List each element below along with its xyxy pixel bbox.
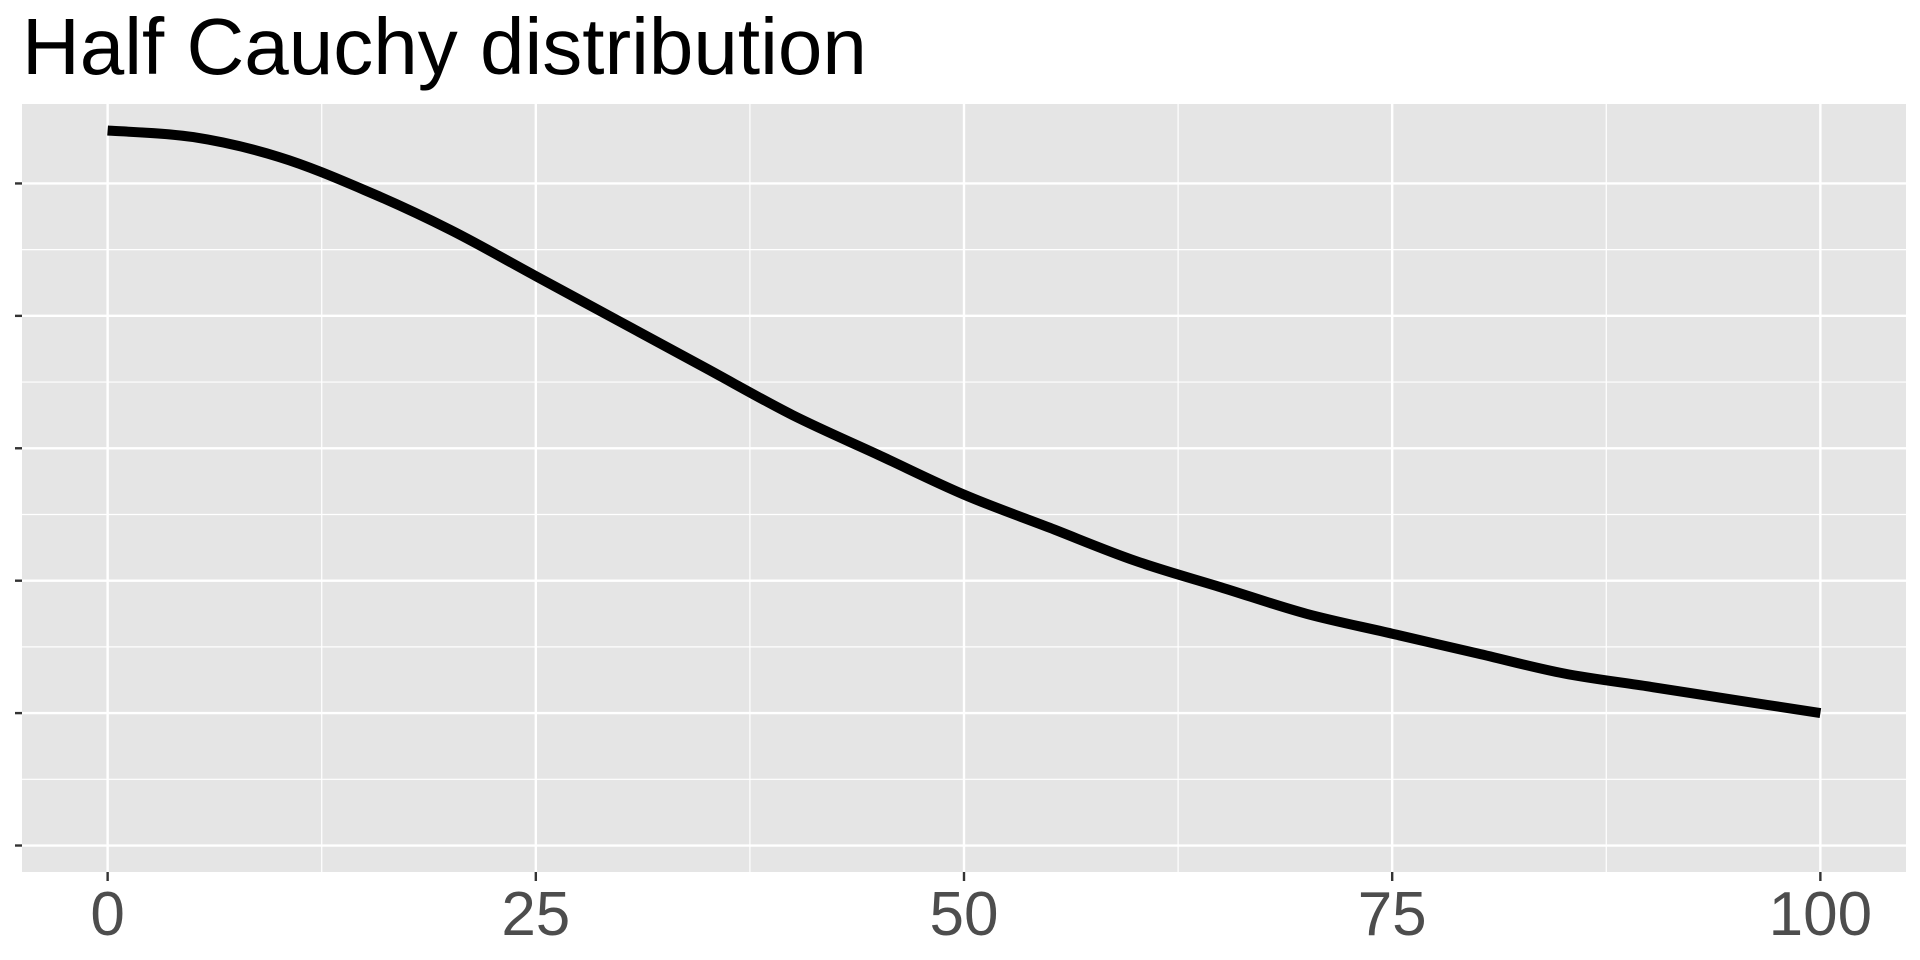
series-line-0: [107, 125, 1822, 719]
x-tick-label: 50: [930, 880, 999, 949]
series-layer: [107, 125, 1822, 719]
x-axis-ticks: 0 25 50 75 100: [15, 182, 1872, 949]
x-tick-label: 25: [501, 880, 570, 949]
x-tick-label: 100: [1769, 880, 1872, 949]
chart-title: Half Cauchy distribution: [22, 2, 867, 91]
x-tick-label: 0: [90, 880, 124, 949]
x-tick-label: 75: [1358, 880, 1427, 949]
